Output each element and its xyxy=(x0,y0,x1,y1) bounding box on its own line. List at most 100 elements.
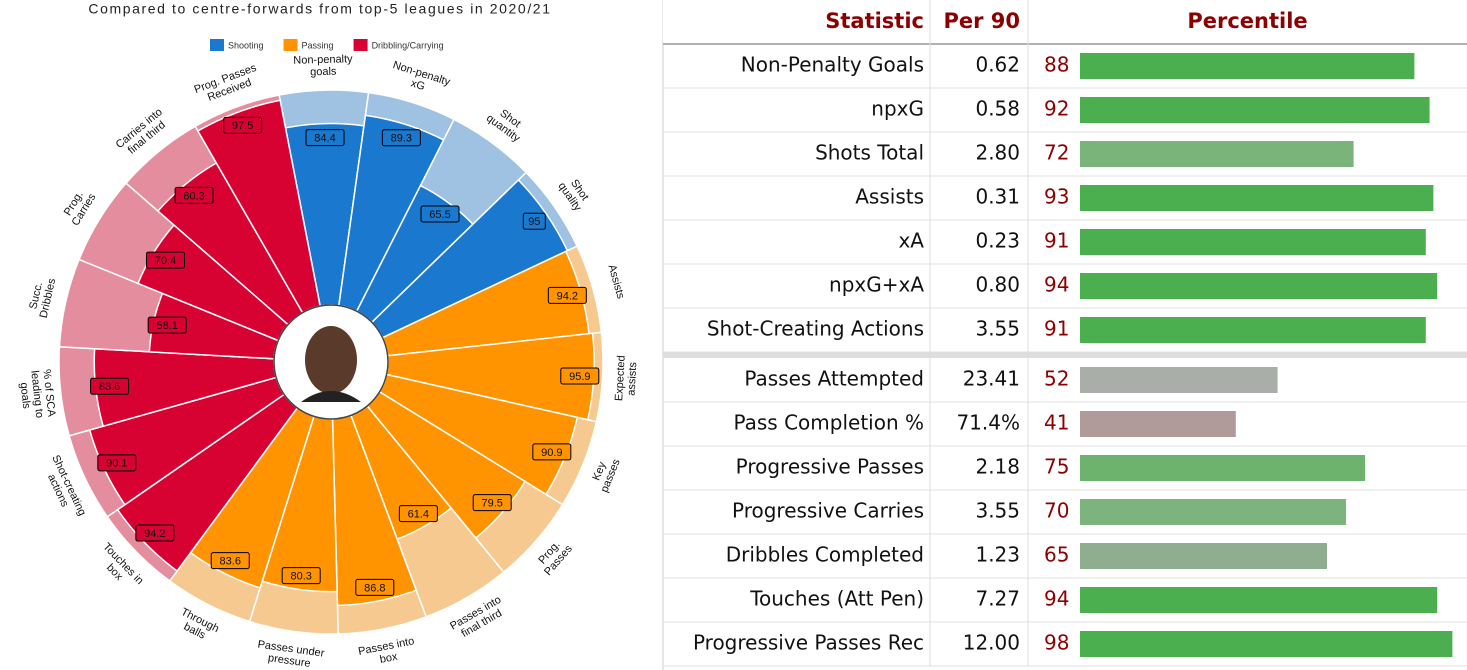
column-header: Statistic xyxy=(825,9,924,33)
stat-name: Dribbles Completed xyxy=(726,543,924,567)
per90-value: 3.55 xyxy=(975,317,1020,341)
per90-value: 12.00 xyxy=(963,631,1020,655)
per90-value: 71.4% xyxy=(956,411,1020,435)
percentile-bar xyxy=(1080,97,1430,123)
value-box xyxy=(381,129,421,147)
per90-value: 0.31 xyxy=(975,185,1020,209)
stat-name: Shots Total xyxy=(815,141,924,165)
value-label: 94.2 xyxy=(557,290,578,302)
value-box xyxy=(174,186,214,204)
percentile-bar xyxy=(1080,367,1278,393)
stat-name: npxG+xA xyxy=(829,273,924,297)
stat-name: Progressive Passes xyxy=(736,455,924,479)
value-label: 95.9 xyxy=(569,371,590,383)
value-box xyxy=(223,116,263,134)
section-separator xyxy=(663,352,1467,358)
legend-swatch xyxy=(283,39,298,51)
stat-name: Touches (Att Pen) xyxy=(749,587,924,611)
value-label: 94.2 xyxy=(144,528,165,540)
stat-name: Non-Penalty Goals xyxy=(741,53,924,77)
category-label-line: box xyxy=(379,651,399,666)
percentile-bar xyxy=(1080,229,1426,255)
per90-value: 0.62 xyxy=(975,53,1020,77)
category-label-line: xG xyxy=(409,77,426,93)
percentile-bar xyxy=(1080,185,1434,211)
percentile-value: 52 xyxy=(1044,367,1069,391)
value-label: 79.5 xyxy=(481,498,502,510)
per90-value: 23.41 xyxy=(963,367,1020,391)
percentile-value: 65 xyxy=(1044,543,1069,567)
category-label-line: Non-penalty xyxy=(293,53,353,67)
percentile-bar xyxy=(1080,543,1327,569)
legend-label: Shooting xyxy=(228,40,264,50)
legend-label: Passing xyxy=(302,40,334,50)
percentile-value: 88 xyxy=(1044,53,1069,77)
value-label: 97.5 xyxy=(232,120,253,132)
value-label: 90.9 xyxy=(541,447,562,459)
value-label: 58.1 xyxy=(156,320,177,332)
value-box xyxy=(147,316,187,334)
stat-name: Pass Completion % xyxy=(733,411,924,435)
category-label-line: Expected xyxy=(613,355,628,401)
category-label: Prog.Carries xyxy=(62,189,99,228)
percentile-bar xyxy=(1080,411,1236,437)
value-box xyxy=(398,505,438,523)
value-box xyxy=(305,129,345,147)
percentile-value: 70 xyxy=(1044,499,1069,523)
per90-value: 2.18 xyxy=(975,455,1020,479)
stat-name: Progressive Carries xyxy=(732,499,924,523)
percentile-bar xyxy=(1080,455,1365,481)
percentile-bar xyxy=(1080,273,1438,299)
percentile-value: 91 xyxy=(1044,229,1069,253)
percentile-bar xyxy=(1080,587,1438,613)
per90-value: 1.23 xyxy=(975,543,1020,567)
category-label-line: pressure xyxy=(267,652,311,670)
value-label: 61.4 xyxy=(408,509,429,521)
value-label: 80.3 xyxy=(183,190,204,202)
value-box xyxy=(90,377,130,395)
per90-value: 7.27 xyxy=(975,587,1020,611)
value-box xyxy=(355,578,395,596)
legend-swatch xyxy=(210,39,224,51)
value-label: 70.4 xyxy=(155,255,176,267)
player-shirt xyxy=(301,391,361,402)
percentile-value: 41 xyxy=(1044,411,1069,435)
category-label-line: Succ. xyxy=(27,281,45,310)
value-box xyxy=(146,251,186,269)
value-box xyxy=(210,552,250,570)
chart-title: Compared to centre-forwards from top-5 l… xyxy=(88,1,551,17)
per90-value: 0.58 xyxy=(975,97,1020,121)
percentile-value: 94 xyxy=(1044,587,1069,611)
value-label: 83.6 xyxy=(99,381,120,393)
stat-name: xA xyxy=(898,229,924,253)
category-label-line: leading to xyxy=(28,370,45,419)
per90-value: 2.80 xyxy=(975,141,1020,165)
percentile-bar xyxy=(1080,53,1415,79)
category-label-line: goals xyxy=(18,382,33,410)
category-label-line: goals xyxy=(310,66,337,79)
category-label-line: Assists xyxy=(605,263,626,300)
value-box xyxy=(547,286,587,304)
value-box xyxy=(97,454,137,472)
stat-name: Passes Attempted xyxy=(744,367,924,391)
per90-value: 0.80 xyxy=(975,273,1020,297)
value-label: 84.4 xyxy=(314,133,335,145)
value-box xyxy=(532,443,572,461)
value-label: 95 xyxy=(528,216,540,228)
value-label: 90.1 xyxy=(106,458,127,470)
value-box xyxy=(281,567,321,585)
category-label: Assists xyxy=(605,263,626,300)
legend-swatch xyxy=(353,39,368,51)
percentile-value: 72 xyxy=(1044,141,1069,165)
category-label-line: assists xyxy=(626,361,640,396)
value-label: 86.8 xyxy=(364,582,385,594)
percentile-bar xyxy=(1080,317,1426,343)
